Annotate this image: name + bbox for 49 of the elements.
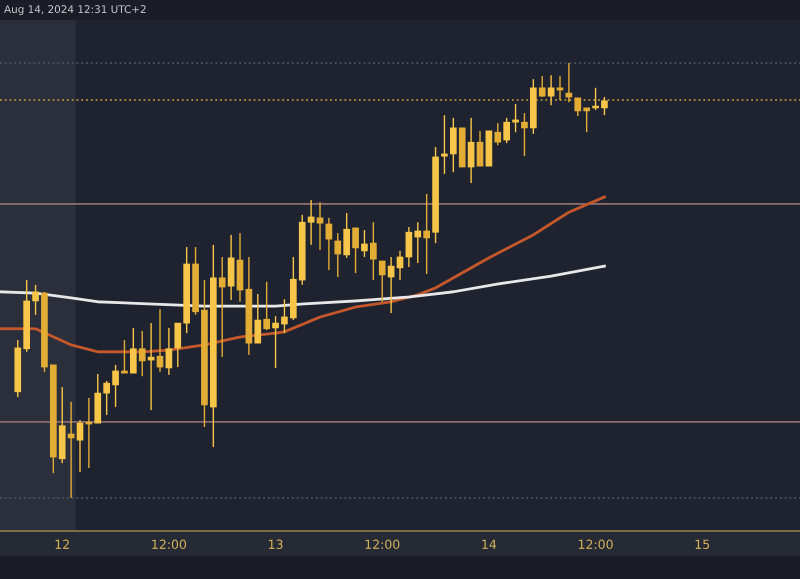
- candlestick: [334, 232, 342, 278]
- candlestick: [68, 401, 74, 499]
- x-tick-label: 14: [482, 540, 496, 549]
- x-tick-label: 13: [268, 540, 283, 550]
- candlestick: [378, 260, 386, 303]
- candlestick: [166, 327, 172, 376]
- candlestick: [423, 193, 430, 275]
- candlestick: [494, 122, 502, 146]
- x-tick-label: 12: [56, 540, 69, 549]
- candlestick: [574, 97, 582, 117]
- candlestick: [361, 229, 368, 258]
- candlestick: [272, 315, 279, 369]
- candlestick: [148, 322, 154, 411]
- candlestick: [601, 96, 608, 116]
- candlestick: [521, 112, 528, 157]
- candlestick: [86, 397, 92, 469]
- candlestick: [254, 293, 262, 344]
- candlestick: [112, 364, 119, 408]
- candlestick: [512, 103, 519, 133]
- candlestick: [566, 62, 572, 103]
- candlestick: [556, 75, 564, 101]
- candlestick: [476, 130, 484, 167]
- candlestick: [352, 227, 359, 274]
- text: Aug 14, 2024 12:31 UTC+2: [4, 5, 146, 16]
- candlestick: [138, 330, 146, 377]
- candlestick: [441, 114, 448, 175]
- x-tick-label: 15: [696, 540, 710, 550]
- x-tick-label: 12:00: [366, 540, 400, 550]
- candlestick: [281, 298, 288, 334]
- candlestick: [503, 117, 510, 144]
- candlestick: [263, 281, 270, 331]
- x-tick-label: 12:00: [578, 540, 613, 550]
- candlestick: [548, 74, 554, 106]
- candlestick: [32, 284, 39, 316]
- candlestick: [326, 217, 332, 271]
- candlestick: [414, 222, 422, 264]
- candlestick: [583, 107, 590, 133]
- candlestick: [308, 199, 314, 246]
- candlestick: [370, 222, 377, 281]
- x-tick-label: 12:00: [152, 540, 186, 550]
- candlestick: [156, 308, 164, 373]
- candlestick: [218, 256, 226, 358]
- candlestick: [538, 75, 546, 98]
- candlestick: [103, 380, 110, 416]
- candlestick: [121, 339, 128, 374]
- candlestick: [396, 250, 404, 281]
- candlestick: [76, 419, 84, 473]
- candlestick: [388, 256, 394, 314]
- candlestick: [316, 202, 324, 251]
